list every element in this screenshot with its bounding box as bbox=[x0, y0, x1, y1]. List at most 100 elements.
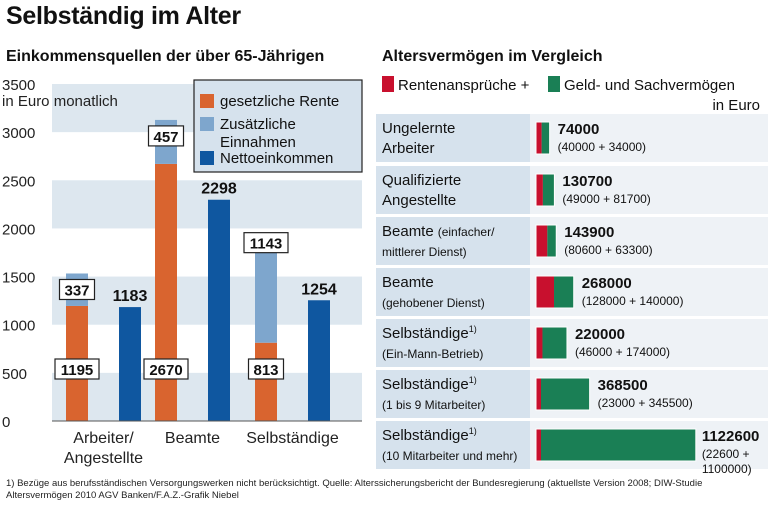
total-value-label: 130700 bbox=[562, 173, 612, 190]
bar-outline bbox=[535, 224, 557, 258]
category-label: mittlerer Dienst) bbox=[382, 245, 467, 259]
bar-geldvermoegen bbox=[542, 174, 555, 206]
left-chart-subtitle: Einkommensquellen der über 65-Jährigen bbox=[6, 48, 325, 65]
detail-value-label: (49000 + 81700) bbox=[562, 192, 650, 206]
category-label: (gehobener Dienst) bbox=[382, 296, 485, 310]
detail-value-label: (80600 + 63300) bbox=[564, 243, 652, 257]
bar-outline bbox=[535, 275, 575, 309]
legend-label: Einnahmen bbox=[220, 134, 296, 151]
category-label: Beamte (einfacher/ bbox=[382, 223, 495, 240]
legend-label-rentenansprueche: Rentenansprüche + bbox=[398, 77, 530, 94]
row-label-background bbox=[376, 217, 530, 265]
data-label-gesetzliche-rente: 813 bbox=[253, 362, 278, 379]
y-tick-label: 2500 bbox=[2, 173, 35, 190]
y-axis-label: in Euro monatlich bbox=[2, 93, 118, 110]
total-value-label: 74000 bbox=[558, 121, 600, 138]
bar-geldvermoegen bbox=[554, 276, 574, 308]
detail-value-label: (128000 + 140000) bbox=[582, 294, 684, 308]
bar-geldvermoegen bbox=[541, 429, 696, 461]
legend-swatch-rentenansprueche bbox=[382, 76, 394, 92]
data-label-zusaetzliche-einnahmen: 337 bbox=[64, 282, 89, 299]
row-label-background bbox=[376, 421, 530, 469]
data-label-zusaetzliche-einnahmen-box bbox=[243, 232, 289, 254]
unit-label: in Euro bbox=[712, 97, 760, 114]
category-label: (1 bis 9 Mitarbeiter) bbox=[382, 398, 485, 412]
data-label-gesetzliche-rente-box bbox=[143, 358, 189, 380]
row-label-background bbox=[376, 268, 530, 316]
bar-rentenansprueche bbox=[536, 327, 543, 359]
legend-label: Nettoeinkommen bbox=[220, 150, 333, 167]
wealth-comparison-chart: Rentenansprüche + Geld- und Sachvermögen i… bbox=[376, 76, 768, 476]
bar-rentenansprueche bbox=[536, 174, 543, 206]
data-label-nettoeinkommen: 1183 bbox=[113, 288, 148, 305]
bar-rentenansprueche bbox=[536, 378, 541, 410]
total-value-label: 368500 bbox=[598, 377, 648, 394]
bar-gesetzliche-rente bbox=[155, 163, 177, 421]
data-label-gesetzliche-rente-box bbox=[54, 358, 100, 380]
data-label-nettoeinkommen: 1254 bbox=[301, 281, 337, 298]
total-value-label: 143900 bbox=[564, 224, 614, 241]
data-label-zusaetzliche-einnahmen-box bbox=[58, 278, 96, 301]
x-tick-label: Arbeiter/ bbox=[73, 430, 134, 447]
total-value-label: 1122600 bbox=[702, 428, 760, 445]
y-tick-label: 3000 bbox=[2, 125, 35, 142]
bar-outline bbox=[535, 173, 555, 207]
y-tick-label: 1500 bbox=[2, 270, 35, 287]
row-background bbox=[530, 217, 768, 265]
category-label: Ungelernte bbox=[382, 120, 455, 137]
bar-nettoeinkommen bbox=[208, 199, 230, 421]
row-label-background bbox=[376, 319, 530, 367]
legend-label-geldvermoegen: Geld- und Sachvermögen bbox=[564, 77, 735, 94]
bar-geldvermoegen bbox=[541, 378, 590, 410]
legend-swatch-geldvermoegen bbox=[548, 76, 560, 92]
x-tick-label: Beamte bbox=[165, 430, 220, 447]
detail-value-label: 1100000) bbox=[702, 462, 752, 476]
category-label: Selbständige1) bbox=[382, 426, 477, 444]
data-label-zusaetzliche-einnahmen-box bbox=[147, 125, 185, 147]
category-label: (Ein-Mann-Betrieb) bbox=[382, 347, 483, 361]
y-tick-label: 2000 bbox=[2, 221, 35, 238]
legend-label: gesetzliche Rente bbox=[220, 93, 339, 110]
data-label-zusaetzliche-einnahmen: 1143 bbox=[250, 236, 283, 253]
bar-rentenansprueche bbox=[536, 276, 555, 308]
row-background bbox=[530, 166, 768, 214]
total-value-label: 220000 bbox=[575, 326, 625, 343]
bar-rentenansprueche bbox=[536, 225, 548, 257]
bar-rentenansprueche bbox=[536, 122, 542, 154]
bar-gesetzliche-rente bbox=[255, 342, 277, 421]
row-background bbox=[530, 114, 768, 162]
row-background bbox=[530, 319, 768, 367]
bar-rentenansprueche bbox=[536, 429, 541, 461]
bar-outline bbox=[535, 377, 591, 411]
category-label: Qualifizierte bbox=[382, 172, 461, 189]
bar-outline bbox=[535, 326, 568, 360]
detail-value-label: (23000 + 345500) bbox=[598, 396, 693, 410]
detail-value-label: (46000 + 174000) bbox=[575, 345, 670, 359]
row-label-background bbox=[376, 166, 530, 214]
x-tick-label: Angestellte bbox=[64, 450, 143, 467]
row-label-background bbox=[376, 370, 530, 418]
category-label: Beamte bbox=[382, 274, 434, 291]
bar-geldvermoegen bbox=[542, 327, 567, 359]
category-label: Selbständige1) bbox=[382, 324, 477, 342]
gridline-band bbox=[52, 180, 362, 229]
bar-nettoeinkommen bbox=[308, 300, 330, 421]
data-label-nettoeinkommen: 2298 bbox=[201, 181, 237, 198]
chart-title: Selbständig im Alter bbox=[6, 2, 241, 30]
data-label-gesetzliche-rente: 2670 bbox=[149, 362, 182, 379]
data-label-gesetzliche-rente: 1195 bbox=[61, 362, 94, 379]
data-label-gesetzliche-rente-box bbox=[247, 358, 285, 380]
x-tick-label: Selbständige bbox=[246, 430, 339, 447]
detail-value-label: (40000 + 34000) bbox=[558, 140, 646, 154]
category-label: (10 Mitarbeiter und mehr) bbox=[382, 449, 517, 463]
bar-zusaetzliche-einnahmen bbox=[255, 232, 277, 343]
bar-outline bbox=[535, 121, 551, 155]
y-tick-label: 1000 bbox=[2, 318, 35, 335]
y-tick-label: 500 bbox=[2, 366, 27, 383]
legend-swatch bbox=[200, 94, 214, 108]
bar-outline bbox=[535, 428, 697, 462]
row-label-background bbox=[376, 114, 530, 162]
bar-geldvermoegen bbox=[541, 122, 550, 154]
bar-geldvermoegen bbox=[547, 225, 557, 257]
legend-box bbox=[193, 79, 363, 173]
